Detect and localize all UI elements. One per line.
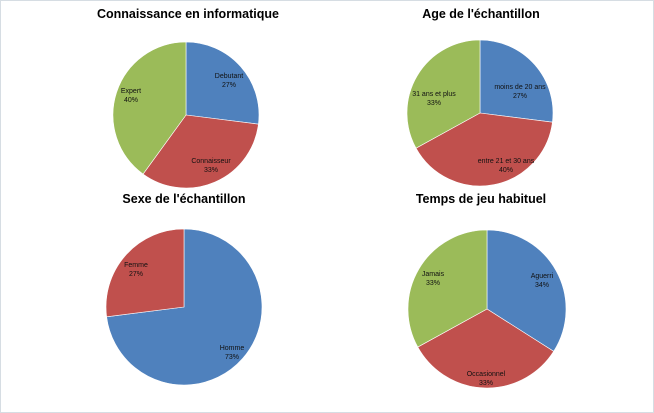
chart-title-sexe: Sexe de l'échantillon	[122, 192, 246, 206]
pie-slice-temps-2	[407, 229, 488, 348]
pie-slice-temps-0	[486, 229, 567, 352]
slice-label-sexe-1: Femme 27%	[124, 262, 148, 278]
pie-slice-age-0	[479, 39, 554, 123]
slice-label-sexe-0: Homme 73%	[220, 345, 245, 361]
pie-slice-temps-1	[417, 308, 555, 389]
slice-label-temps-1: Occasionnel 33%	[467, 371, 506, 387]
slice-label-age-2: 31 ans et plus 33%	[412, 91, 456, 107]
pie-slice-sexe-1	[105, 228, 185, 318]
pie-slice-age-2	[406, 39, 481, 149]
pie-slice-connaissance-0	[185, 41, 260, 125]
slice-label-age-1: entre 21 et 30 ans 40%	[478, 158, 535, 174]
slice-label-temps-0: Aguerri 34%	[531, 273, 554, 289]
chart-title-connaissance: Connaissance en informatique	[97, 7, 279, 21]
pie-slice-sexe-0	[106, 228, 263, 386]
pie-slice-age-1	[415, 112, 553, 187]
slice-label-connaissance-0: Debutant 27%	[215, 73, 243, 89]
slice-label-connaissance-2: Expert 40%	[121, 88, 141, 104]
pie-slice-connaissance-1	[142, 114, 259, 189]
pie-slice-connaissance-2	[112, 41, 187, 175]
slice-label-connaissance-1: Connaisseur 33%	[191, 158, 231, 174]
chart-title-age: Age de l'échantillon	[422, 7, 540, 21]
slice-label-age-0: moins de 20 ans 27%	[494, 84, 546, 100]
chart-title-temps: Temps de jeu habituel	[415, 192, 547, 206]
slice-label-temps-2: Jamais 33%	[422, 271, 445, 287]
